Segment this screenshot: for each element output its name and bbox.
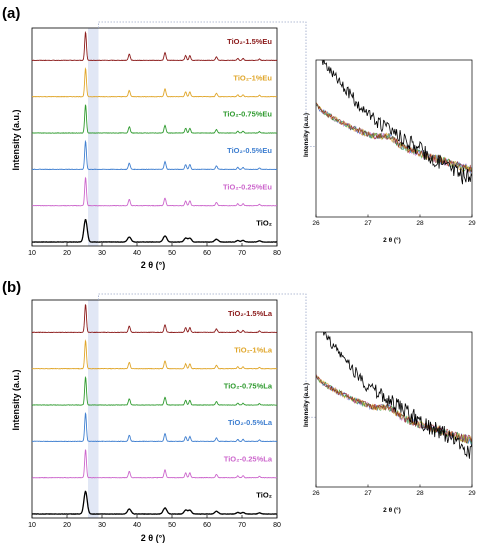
panel-b-series-line	[32, 490, 278, 515]
panel-a-highlight-band	[88, 28, 99, 246]
panel-b-series-label: TiO₂-1%La	[234, 345, 273, 354]
panel-b-xtick-label: 50	[168, 522, 176, 529]
panel-a-inset-xtick-label: 28	[416, 220, 424, 227]
panel-a-xtick-label: 20	[63, 250, 71, 257]
panel-b-inset-xtick-label: 28	[416, 490, 424, 497]
panel-a-inset-frame	[315, 59, 473, 218]
panel-a-series-label: TiO₂-0.25%Eu	[223, 182, 272, 191]
panel-b-xtick-label: 70	[238, 522, 246, 529]
panel-b-series-label: TiO₂-1.5%La	[228, 309, 273, 318]
panel-b-xtick-label: 60	[203, 522, 211, 529]
panel-b-label: (b)	[2, 279, 21, 296]
panel-b-highlight-band	[88, 300, 99, 518]
panel-a-inset-series-line	[316, 104, 472, 172]
panel-a-series-line	[31, 104, 278, 134]
panel-a-xtick-label: 60	[203, 250, 211, 257]
panel-a-series-label: TiO₂-0.5%Eu	[227, 146, 272, 155]
panel-a-xtick-label: 50	[168, 250, 176, 257]
panel-a-series-label: TiO₂-0.75%Eu	[223, 110, 272, 119]
panel-b-xtick-label: 20	[63, 522, 71, 529]
panel-a-series-line	[31, 139, 278, 171]
panel-a-inset-ylabel: Intensity (a.u.)	[303, 113, 310, 157]
panel-b-inset-series-line	[316, 374, 472, 444]
panel-b-inset-xtick-label: 26	[312, 490, 320, 497]
panel-b-xtick-label: 80	[273, 522, 281, 529]
panel-b-main-plot: 10 20 30 40 50 60 70 80 TiO₂ TiO₂-0.25%La TiO₂-0.5…	[28, 299, 281, 529]
panel-a-series-line	[31, 30, 278, 62]
panel-b-series-label: TiO₂-0.75%La	[224, 382, 273, 391]
panel-a-series-label: TiO₂-1.5%Eu	[227, 37, 272, 46]
panel-b-xlabel: 2 θ (°)	[141, 533, 165, 543]
panel-a-inset-xtick-label: 29	[468, 220, 476, 227]
panel-a-inset-xtick-label: 26	[312, 220, 320, 227]
panel-b-inset-xlabel: 2 θ (°)	[383, 506, 401, 514]
panel-a-inset-series-line	[321, 60, 472, 185]
panel-b-series-label: TiO₂-0.5%La	[228, 418, 273, 427]
panel-a-inset-series-line	[316, 102, 472, 173]
panel-a-main-plot: 10 20 30 40 50 60 70 80 TiO₂ TiO₂-0.25%Eu TiO₂-0.5…	[28, 27, 281, 257]
panel-b-inset-plot: 26 27 28 29	[98, 293, 476, 497]
panel-b-xtick-label: 10	[28, 522, 36, 529]
panel-a-series-line	[31, 176, 278, 207]
panel-b-ylabel: Intensity (a.u.)	[11, 369, 21, 430]
panel-b-series-label: TiO₂	[256, 491, 272, 500]
panel-b-inset-ylabel: Intensity (a.u.)	[303, 383, 310, 427]
panel-b-series-line	[31, 304, 277, 334]
panel-a-series-line	[31, 67, 278, 98]
panel-a-inset-xtick-label: 27	[364, 220, 372, 227]
panel-a-xtick-label: 40	[133, 250, 141, 257]
panel-a-xtick-label: 30	[98, 250, 106, 257]
panel-a-ylabel: Intensity (a.u.)	[11, 109, 21, 170]
panel-a-series-label: TiO₂	[256, 219, 272, 228]
panel-b-xtick-label: 40	[133, 522, 141, 529]
panel-a-series-line	[31, 218, 278, 243]
panel-b-inset-xtick-label: 27	[364, 490, 372, 497]
panel-b-xtick-label: 30	[98, 522, 106, 529]
panel-b-inset-series-line	[320, 332, 472, 459]
panel-a-series-label: TiO₂-1%Eu	[233, 73, 272, 82]
panel-a-xtick-label: 70	[238, 250, 246, 257]
panel-b-series-label: TiO₂-0.25%La	[224, 454, 273, 463]
panel-b-plot-frame	[31, 299, 278, 519]
panel-b-series-line	[31, 376, 278, 406]
panel-a-label: (a)	[2, 5, 20, 22]
panel-b-series-line	[31, 448, 278, 479]
panel-a-plot-frame	[31, 27, 278, 247]
panel-a-xtick-label: 80	[273, 250, 281, 257]
panel-a-inset-xlabel: 2 θ (°)	[383, 236, 401, 244]
panel-a-xlabel: 2 θ (°)	[141, 260, 165, 270]
panel-b-series-line	[31, 412, 278, 443]
panel-b-inset-connector	[98, 293, 316, 418]
panel-a-inset-connector	[98, 21, 316, 147]
panel-a-xtick-label: 10	[28, 250, 36, 257]
panel-b-series-line	[31, 339, 278, 370]
panel-a-inset-plot: 26 27 28 29	[98, 21, 476, 227]
panel-b-inset-frame	[315, 331, 473, 488]
panel-b-inset-xtick-label: 29	[468, 490, 476, 497]
